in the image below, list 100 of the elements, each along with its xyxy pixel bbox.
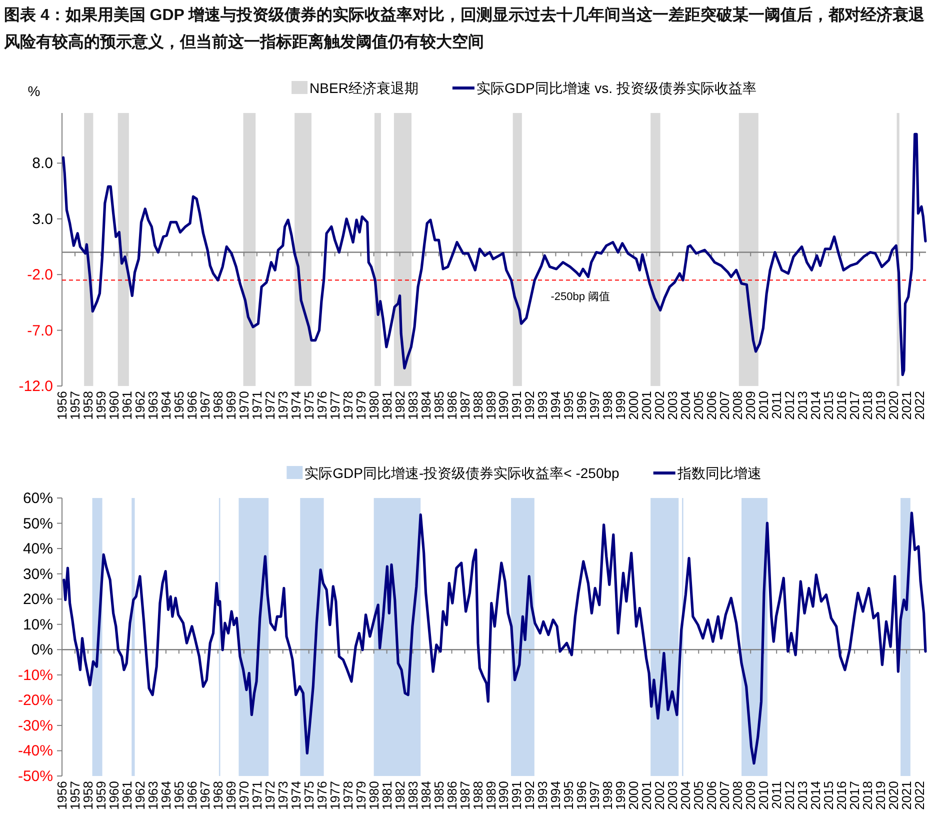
x-tick-label: 2005 xyxy=(691,391,706,420)
x-tick-label: 1964 xyxy=(158,781,174,810)
x-tick-label: 1962 xyxy=(132,781,148,810)
x-tick-label: 1979 xyxy=(353,781,368,810)
x-tick-label: 1975 xyxy=(301,391,316,420)
x-tick-label: 1995 xyxy=(561,391,576,420)
x-tick-label: 1997 xyxy=(587,391,602,420)
legend-label: 实际GDP同比增速 vs. 投资级债券实际收益率 xyxy=(476,80,756,96)
x-tick-label: 2000 xyxy=(626,391,642,420)
x-tick-label: 1958 xyxy=(80,781,96,810)
x-tick-label: 2010 xyxy=(756,781,772,810)
x-tick-label: 1982 xyxy=(392,781,408,810)
x-tick-label: 1996 xyxy=(574,391,590,420)
x-tick-label: 2017 xyxy=(847,391,862,420)
x-tick-label: 1970 xyxy=(236,391,252,420)
x-tick-label: 1972 xyxy=(262,391,278,420)
x-tick-label: 1987 xyxy=(457,391,472,420)
x-tick-label: 1988 xyxy=(470,781,486,810)
x-tick-label: 1959 xyxy=(93,781,108,810)
x-tick-label: 1985 xyxy=(431,391,446,420)
x-tick-label: 2000 xyxy=(626,781,642,810)
x-tick-label: 1968 xyxy=(210,781,226,810)
x-tick-label: 1973 xyxy=(275,391,290,420)
y-tick-label: -10% xyxy=(18,666,53,684)
x-tick-label: 1970 xyxy=(236,781,252,810)
x-tick-label: 2020 xyxy=(886,391,902,420)
y-axis-title: % xyxy=(28,83,40,99)
x-tick-label: 1962 xyxy=(132,391,148,420)
x-tick-label: 2002 xyxy=(652,391,668,420)
x-tick-label: 1974 xyxy=(288,391,304,420)
x-tick-label: 1960 xyxy=(106,781,122,810)
x-tick-label: 1996 xyxy=(574,781,590,810)
x-tick-label: 2012 xyxy=(782,391,798,420)
x-tick-label: 1979 xyxy=(353,391,368,420)
line-series xyxy=(62,132,927,376)
x-tick-label: 2006 xyxy=(704,781,720,810)
x-tick-label: 1969 xyxy=(223,391,238,420)
x-tick-label: 1994 xyxy=(548,781,564,810)
x-tick-label: 2004 xyxy=(678,391,694,420)
x-tick-label: 1997 xyxy=(587,781,602,810)
x-tick-label: 1989 xyxy=(483,781,498,810)
ref-line-label: -250bp 阈值 xyxy=(550,291,610,304)
x-tick-label: 1986 xyxy=(444,391,460,420)
x-tick-label: 1982 xyxy=(392,391,408,420)
x-tick-label: 1967 xyxy=(197,391,212,420)
x-tick-label: 2016 xyxy=(834,391,850,420)
x-tick-label: 2009 xyxy=(743,781,758,810)
x-tick-label: 1956 xyxy=(54,781,70,810)
x-tick-label: 1956 xyxy=(54,391,70,420)
x-tick-label: 1983 xyxy=(405,781,420,810)
x-tick-label: 1957 xyxy=(67,391,82,420)
x-tick-label: 1966 xyxy=(184,391,200,420)
y-tick-label: 20% xyxy=(22,591,53,608)
y-tick-label: 10% xyxy=(22,616,53,634)
x-tick-label: 2018 xyxy=(860,781,876,810)
x-tick-label: 1987 xyxy=(457,781,472,810)
x-tick-label: 1976 xyxy=(314,781,330,810)
x-tick-label: 2020 xyxy=(886,781,902,810)
x-tick-label: 2012 xyxy=(782,781,798,810)
x-tick-label: 1977 xyxy=(327,781,342,810)
x-tick-label: 1969 xyxy=(223,781,238,810)
x-tick-label: 2001 xyxy=(639,781,654,810)
x-tick-label: 1985 xyxy=(431,781,446,810)
y-tick-label: 8.0 xyxy=(32,155,53,172)
x-tick-label: 2011 xyxy=(769,391,784,419)
x-tick-label: 1988 xyxy=(470,391,486,420)
x-tick-label: 1989 xyxy=(483,391,498,420)
x-tick-label: 1966 xyxy=(184,781,200,810)
x-tick-label: 1993 xyxy=(535,781,550,810)
y-tick-label: -30% xyxy=(18,717,53,734)
x-tick-label: 2013 xyxy=(795,781,810,810)
x-tick-label: 1965 xyxy=(171,781,186,810)
x-tick-label: 2002 xyxy=(652,781,668,810)
x-tick-label: 1980 xyxy=(366,391,382,420)
y-tick-label: 50% xyxy=(22,515,53,532)
legend-label: 指数同比增速 xyxy=(676,465,762,481)
x-tick-label: 1994 xyxy=(548,391,564,420)
x-tick-label: 2007 xyxy=(717,391,732,420)
x-tick-label: 1960 xyxy=(106,391,122,420)
x-tick-label: 1998 xyxy=(600,781,616,810)
x-tick-label: 2017 xyxy=(847,781,862,810)
x-tick-label: 2006 xyxy=(704,391,720,420)
x-tick-label: 1991 xyxy=(509,781,524,810)
x-tick-label: 2003 xyxy=(665,781,680,810)
x-tick-label: 2010 xyxy=(756,391,772,420)
x-tick-label: 1999 xyxy=(613,781,628,810)
x-tick-label: 1959 xyxy=(93,391,108,420)
x-tick-label: 2016 xyxy=(834,781,850,810)
y-tick-label: 60% xyxy=(22,490,53,507)
x-tick-label: 2008 xyxy=(730,781,746,810)
y-tick-label: -12.0 xyxy=(18,378,53,395)
x-tick-label: 1980 xyxy=(366,781,382,810)
x-tick-label: 1961 xyxy=(119,781,134,810)
x-tick-label: 1968 xyxy=(210,391,226,420)
x-tick-label: 2005 xyxy=(691,781,706,810)
x-tick-label: 1983 xyxy=(405,391,420,420)
x-tick-label: 1992 xyxy=(522,781,538,810)
x-tick-label: 1963 xyxy=(145,781,160,810)
x-tick-label: 2022 xyxy=(912,781,928,810)
x-tick-label: 1999 xyxy=(613,391,628,420)
